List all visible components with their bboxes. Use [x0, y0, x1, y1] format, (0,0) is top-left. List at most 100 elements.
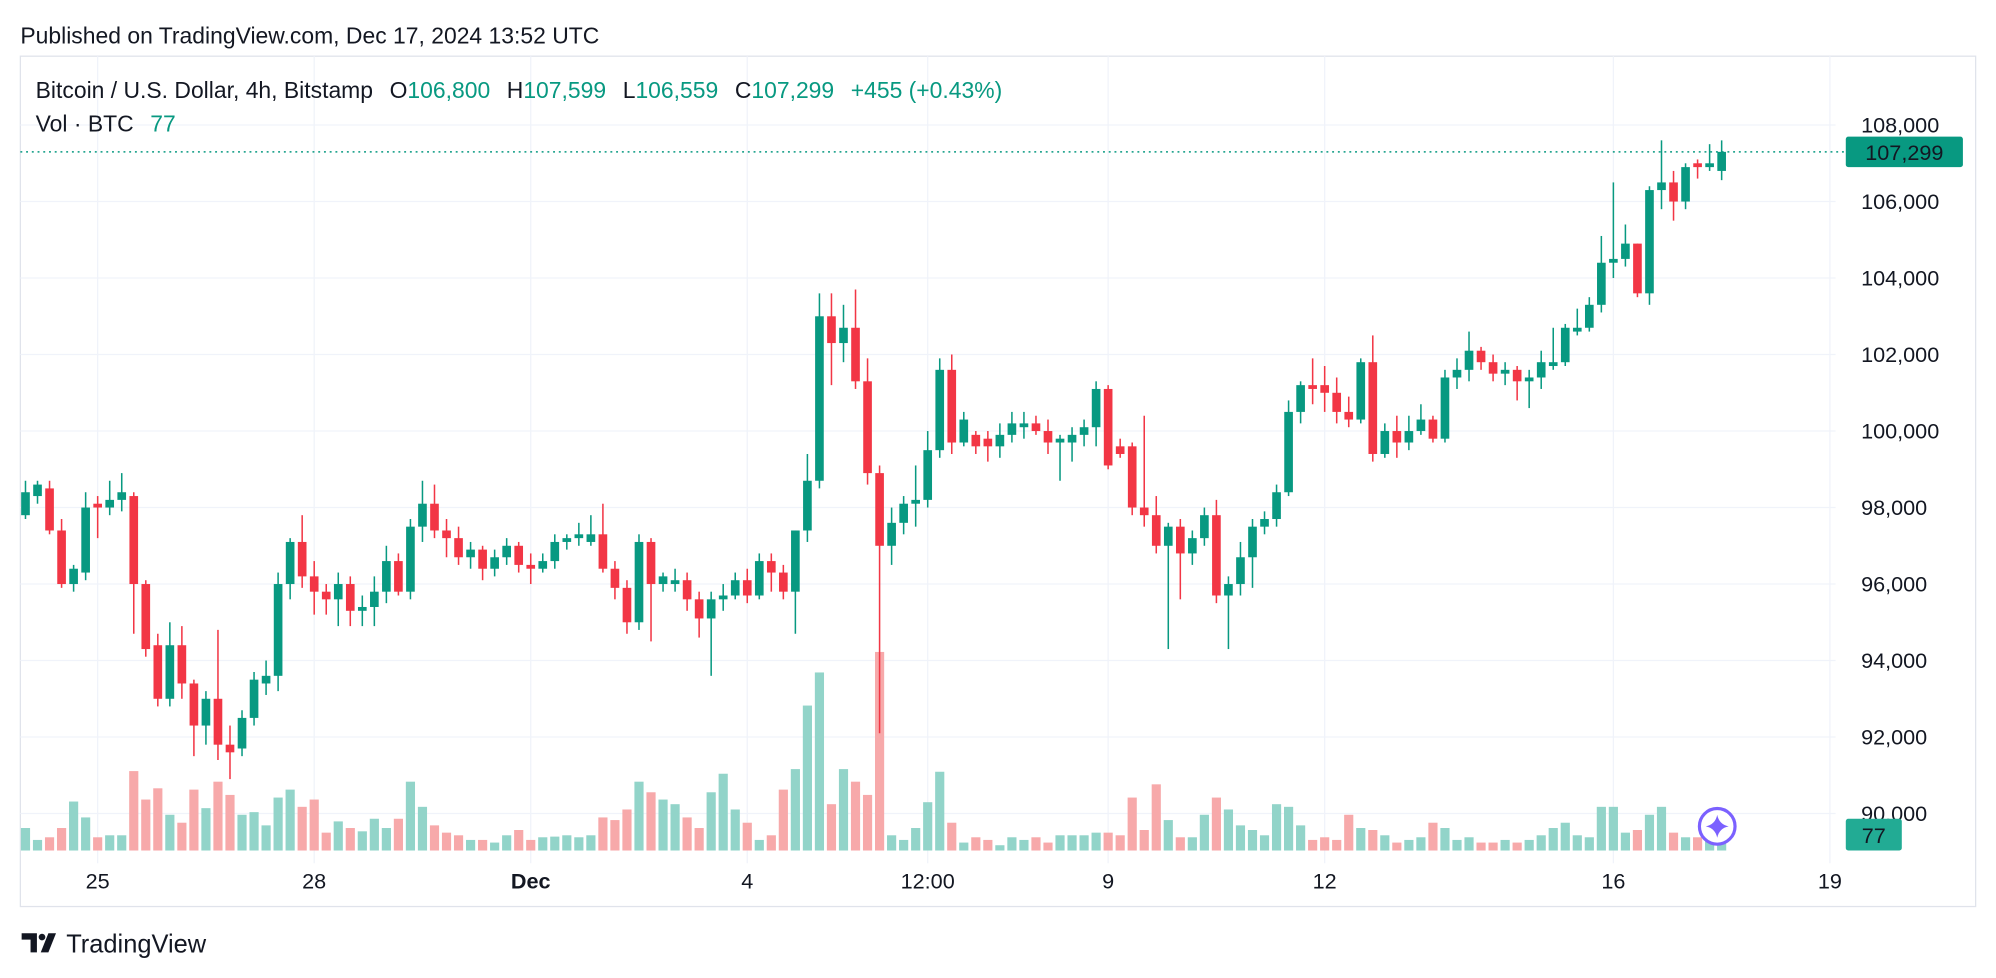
candle-body — [370, 591, 379, 607]
candle-body — [1428, 419, 1438, 439]
y-tick-label: 92,000 — [1861, 725, 1927, 750]
logo-v[interactable] — [40, 933, 57, 953]
volume-bar — [249, 812, 259, 851]
volume-bar — [838, 769, 849, 851]
volume-bar — [1368, 830, 1378, 851]
candle-body — [875, 473, 884, 546]
candle-body — [1464, 350, 1474, 370]
candle-body — [81, 507, 90, 573]
volume-bar — [405, 781, 416, 851]
volume-bar — [381, 828, 391, 851]
y-tick-label: 102,000 — [1861, 342, 1939, 367]
candle-body — [574, 534, 584, 539]
sparkle-star[interactable] — [1705, 814, 1729, 838]
candle-body — [345, 584, 355, 611]
candle-body — [887, 522, 896, 546]
legend-value: 106,559 — [635, 77, 718, 103]
volume-bar — [1452, 839, 1462, 851]
volume-bar — [1656, 806, 1667, 851]
candle-body — [622, 587, 632, 623]
volume-bar — [1259, 835, 1270, 851]
candle-body — [1705, 163, 1714, 168]
volume-bar — [1163, 820, 1173, 851]
candle-body — [1019, 423, 1029, 428]
candle-body — [526, 564, 536, 569]
published-line: Published on TradingView.com, Dec 17, 20… — [20, 22, 599, 48]
volume-bar — [357, 831, 367, 851]
candle-body — [598, 534, 608, 569]
y-tick-label: 104,000 — [1861, 266, 1939, 291]
volume-bar — [93, 837, 103, 851]
candle-body — [1043, 431, 1053, 443]
candle-body — [69, 568, 78, 585]
volume-bar — [862, 794, 873, 851]
candle-body — [1055, 438, 1065, 443]
x-tick-label: 4 — [741, 869, 753, 894]
overlay: 108,000 106,000 104,000 102,000 100,000 98,00… — [20, 113, 1963, 894]
volume-bar — [1055, 835, 1065, 851]
volume-bar — [754, 839, 764, 851]
candle-body — [297, 541, 307, 577]
candle-body — [45, 488, 54, 531]
volume-bar — [1079, 835, 1089, 851]
volume-bar — [574, 837, 584, 851]
volume-bar — [959, 842, 969, 851]
volume-bar — [742, 822, 752, 851]
candle-body — [1139, 507, 1149, 516]
candle-body — [1212, 515, 1221, 596]
candle-body — [562, 538, 572, 542]
volume-bar — [598, 817, 608, 851]
volume-bar — [1115, 835, 1125, 851]
volume-bar — [417, 806, 428, 851]
candle-body — [1115, 446, 1125, 454]
candle-body — [1584, 304, 1594, 328]
candle-body — [1332, 392, 1342, 412]
logo-dot[interactable] — [38, 933, 46, 941]
volume-bar — [345, 828, 355, 851]
volume-bar — [369, 818, 379, 851]
volume-bar — [20, 828, 31, 851]
volume-bar — [165, 814, 175, 851]
volume-bar — [610, 820, 620, 851]
volume-bar — [309, 799, 319, 851]
candle-body — [1657, 182, 1666, 191]
candle-body — [983, 438, 993, 447]
candle-body — [1500, 369, 1510, 374]
candle-body — [1344, 411, 1354, 420]
volume-legend: Vol · BTC 77 — [36, 110, 176, 136]
candle-body — [442, 530, 451, 539]
x-tick-label: 25 — [86, 869, 110, 894]
volume-bar — [802, 705, 812, 851]
volume-bar — [261, 825, 271, 851]
volume-bar — [1235, 825, 1246, 851]
candle-body — [1572, 327, 1582, 332]
candle-body — [658, 576, 668, 585]
candle-body — [1621, 243, 1630, 259]
candle-body — [1609, 258, 1618, 263]
candle-body — [1200, 515, 1209, 539]
logo-t[interactable] — [21, 933, 37, 953]
volume-bar — [1404, 839, 1414, 851]
brand-name[interactable]: TradingView — [66, 930, 207, 958]
volume-bar — [237, 814, 247, 851]
y-tick-label: 98,000 — [1861, 495, 1927, 520]
volume-bar — [622, 809, 632, 851]
volume-bar — [983, 839, 993, 851]
volume-bar — [730, 809, 740, 851]
volume-bar — [646, 792, 656, 851]
candle-body — [899, 503, 908, 523]
candle-body — [394, 561, 403, 592]
sparkle-button[interactable] — [1697, 806, 1737, 846]
volume-bar — [273, 797, 283, 851]
brand-logo[interactable]: TradingView — [21, 930, 207, 958]
candle-body — [225, 744, 235, 753]
candle-body — [1392, 431, 1402, 443]
volume-bar — [1175, 837, 1185, 851]
candle-body — [718, 595, 728, 600]
candle-body — [321, 591, 331, 600]
volume-bar — [1596, 806, 1606, 851]
volume-bar — [899, 839, 909, 851]
candle-body — [670, 580, 680, 585]
candle-body — [1163, 526, 1173, 546]
